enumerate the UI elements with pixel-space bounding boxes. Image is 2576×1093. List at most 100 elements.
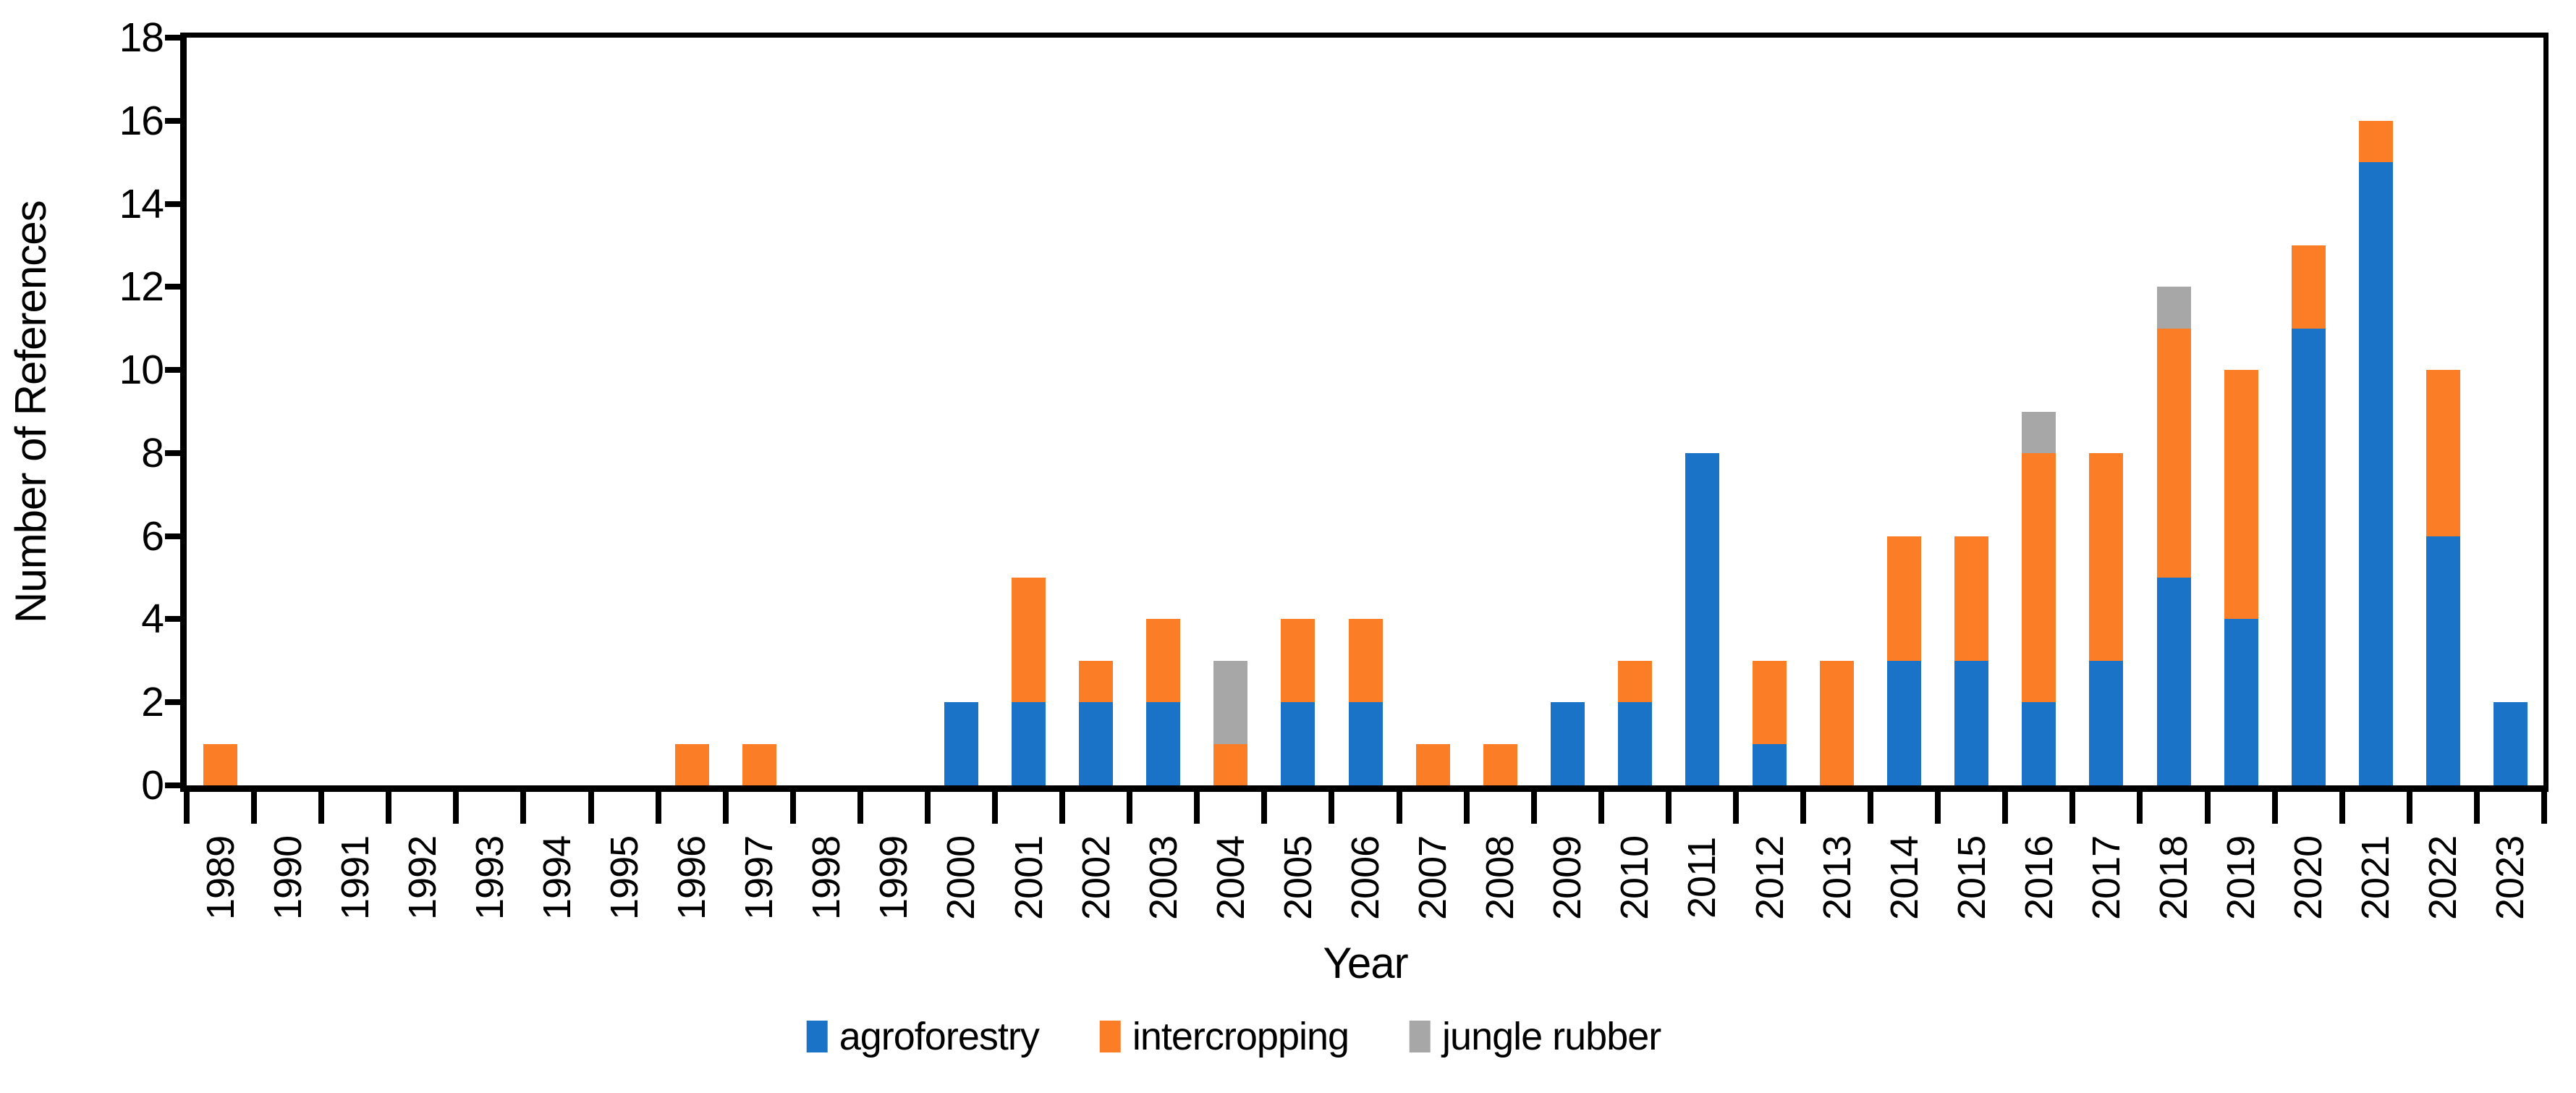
- legend-label-agroforestry: agroforestry: [839, 1015, 1040, 1058]
- x-tick-mark: [1127, 792, 1133, 824]
- x-tick-mark: [2137, 792, 2143, 824]
- x-tick-mark: [924, 792, 931, 824]
- y-tick-mark: [165, 35, 180, 41]
- x-tick-mark: [453, 792, 459, 824]
- x-tick-mark: [2204, 792, 2211, 824]
- x-tick-label-1997: 1997: [737, 835, 781, 921]
- y-tick-label: 6: [141, 512, 164, 560]
- x-tick-mark: [722, 792, 729, 824]
- bar-segment-intercropping-2010: [1617, 660, 1652, 703]
- y-tick-mark: [165, 699, 180, 706]
- bar-segment-intercropping-2022: [2425, 370, 2460, 536]
- x-tick-label-2001: 2001: [1007, 835, 1051, 921]
- bar-segment-intercropping-1996: [674, 743, 709, 785]
- bar-segment-intercropping-1997: [742, 743, 776, 785]
- bar-segment-intercropping-2008: [1483, 743, 1517, 785]
- x-tick-label-1999: 1999: [872, 835, 916, 921]
- bar-segment-intercropping-2016: [2022, 452, 2056, 703]
- bar-segment-intercropping-2018: [2156, 328, 2191, 578]
- bar-segment-intercropping-2002: [1079, 660, 1114, 703]
- bar-segment-agroforestry-2023: [2493, 702, 2528, 785]
- bar-segment-agroforestry-2017: [2089, 660, 2124, 785]
- bar-segment-jungle-rubber-2016: [2022, 411, 2056, 453]
- x-tick-mark: [1261, 792, 1268, 824]
- bar-segment-intercropping-2012: [1753, 660, 1787, 744]
- x-tick-mark: [588, 792, 594, 824]
- bar-segment-agroforestry-2022: [2425, 536, 2460, 785]
- bar-segment-intercropping-2005: [1281, 619, 1315, 703]
- x-tick-label-2023: 2023: [2488, 835, 2533, 921]
- x-tick-mark: [857, 792, 863, 824]
- bar-segment-agroforestry-2012: [1753, 743, 1787, 785]
- x-tick-mark: [1059, 792, 1066, 824]
- bar-segment-agroforestry-2005: [1281, 702, 1315, 785]
- x-tick-mark: [1800, 792, 1807, 824]
- x-tick-label-1995: 1995: [603, 835, 647, 921]
- bar-segment-intercropping-2021: [2358, 120, 2393, 163]
- x-tick-mark: [655, 792, 661, 824]
- bar-segment-agroforestry-2018: [2156, 578, 2191, 785]
- x-tick-label-2022: 2022: [2421, 835, 2465, 921]
- bar-segment-intercropping-2001: [1012, 578, 1046, 703]
- x-tick-label-2009: 2009: [1546, 835, 1590, 921]
- x-tick-mark: [1530, 792, 1537, 824]
- x-tick-label-1989: 1989: [198, 835, 242, 921]
- bar-segment-intercropping-2014: [1887, 536, 1922, 661]
- x-tick-label-1993: 1993: [467, 835, 512, 921]
- y-tick-label: 16: [119, 97, 164, 144]
- bar-segment-intercropping-2015: [1954, 536, 1989, 661]
- y-tick-mark: [165, 117, 180, 124]
- bar-segment-agroforestry-2000: [944, 702, 978, 785]
- bar-segment-agroforestry-2014: [1887, 660, 1922, 785]
- bar-segment-agroforestry-2003: [1146, 702, 1181, 785]
- x-tick-mark: [1732, 792, 1739, 824]
- bar-segment-intercropping-2006: [1348, 619, 1383, 703]
- x-tick-label-2000: 2000: [939, 835, 983, 921]
- bar-segment-agroforestry-2011: [1685, 452, 1719, 785]
- plot-area-border: [180, 33, 2549, 792]
- x-tick-label-2004: 2004: [1208, 835, 1253, 921]
- x-tick-mark: [1329, 792, 1335, 824]
- y-tick-label: 8: [141, 429, 164, 476]
- x-tick-label-2011: 2011: [1680, 837, 1724, 919]
- bar-segment-agroforestry-2010: [1617, 702, 1652, 785]
- bar-segment-agroforestry-2019: [2224, 619, 2258, 785]
- y-tick-mark: [165, 616, 180, 623]
- bar-segment-jungle-rubber-2018: [2156, 287, 2191, 329]
- x-tick-label-1991: 1991: [333, 835, 377, 921]
- x-tick-mark: [1935, 792, 1941, 824]
- x-tick-mark: [789, 792, 796, 824]
- x-tick-mark: [2541, 792, 2547, 824]
- bar-segment-agroforestry-2006: [1348, 702, 1383, 785]
- x-tick-mark: [386, 792, 392, 824]
- y-tick-label: 2: [141, 679, 164, 726]
- x-tick-label-2003: 2003: [1141, 835, 1185, 921]
- x-tick-label-2017: 2017: [2084, 835, 2128, 921]
- x-tick-label-2007: 2007: [1411, 835, 1455, 921]
- x-tick-mark: [520, 792, 527, 824]
- x-tick-label-2020: 2020: [2287, 835, 2331, 921]
- x-tick-label-2018: 2018: [2152, 835, 2196, 921]
- x-tick-mark: [2002, 792, 2009, 824]
- x-tick-label-2019: 2019: [2219, 835, 2263, 921]
- y-tick-label: 10: [119, 347, 164, 394]
- legend-swatch-jungle-rubber-icon: [1410, 1021, 1431, 1052]
- bar-segment-agroforestry-2016: [2022, 702, 2056, 785]
- bar-segment-agroforestry-2020: [2291, 328, 2326, 785]
- y-tick-label: 14: [119, 180, 164, 227]
- bar-segment-agroforestry-2021: [2358, 162, 2393, 785]
- y-tick-label: 4: [141, 596, 164, 643]
- y-tick-label: 18: [119, 14, 164, 61]
- bar-segment-intercropping-2020: [2291, 245, 2326, 329]
- legend-item-jungle-rubber: jungle rubber: [1410, 1015, 1661, 1058]
- bar-segment-agroforestry-2002: [1079, 702, 1114, 785]
- legend-swatch-agroforestry-icon: [806, 1021, 828, 1052]
- y-tick-mark: [165, 533, 180, 539]
- x-tick-mark: [318, 792, 325, 824]
- y-tick-mark: [165, 367, 180, 374]
- legend-label-jungle-rubber: jungle rubber: [1442, 1015, 1661, 1058]
- bar-segment-intercropping-2017: [2089, 452, 2124, 661]
- x-tick-mark: [1868, 792, 1874, 824]
- legend-swatch-intercropping-icon: [1099, 1021, 1121, 1052]
